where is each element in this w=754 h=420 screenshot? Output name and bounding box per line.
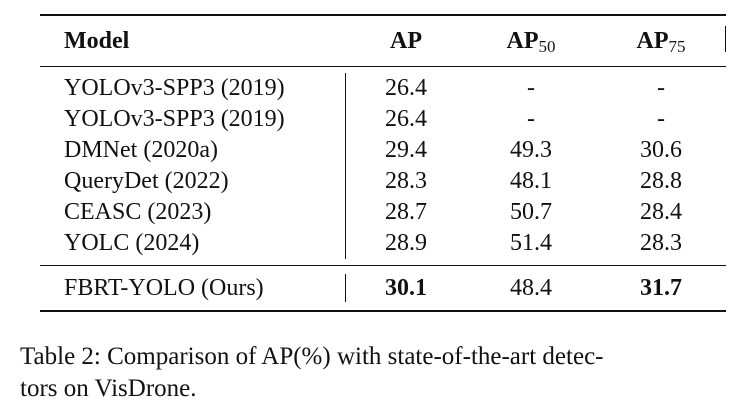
ap75-cell: 28.4 bbox=[640, 198, 682, 225]
results-table-container: Model AP AP50 AP75 YOLOv3-SPP3 (2019) 26… bbox=[40, 14, 726, 312]
ap-cell-ours: 30.1 bbox=[385, 275, 427, 301]
header-ap75: AP75 bbox=[636, 28, 686, 56]
ap-cell: 28.7 bbox=[385, 198, 427, 225]
ap50-cell-ours: 48.4 bbox=[510, 275, 552, 301]
ap-cell: 28.9 bbox=[385, 230, 427, 256]
table-row: YOLOv3-SPP3 (2019) 26.4 - - bbox=[40, 103, 726, 134]
ap75-cell: 28.8 bbox=[640, 167, 682, 194]
table-row: YOLOv3-SPP3 (2019) 26.4 - - bbox=[40, 67, 726, 103]
baseline-rows: YOLOv3-SPP3 (2019) 26.4 - - YOLOv3-SPP3 … bbox=[40, 67, 726, 266]
ours-row-group: FBRT-YOLO (Ours) 30.1 48.4 31.7 bbox=[40, 265, 726, 312]
ap50-cell: 49.3 bbox=[510, 136, 552, 163]
ap-cell: 29.4 bbox=[385, 136, 427, 163]
header-ap50: AP50 bbox=[506, 28, 556, 56]
ap-cell: 26.4 bbox=[385, 105, 427, 132]
table-header: Model AP AP50 AP75 bbox=[40, 15, 726, 67]
ap50-cell: - bbox=[527, 105, 535, 132]
table-row: QueryDet (2022) 28.3 48.1 28.8 bbox=[40, 165, 726, 196]
caption-line-1: Table 2: Comparison of AP(%) with state-… bbox=[20, 343, 604, 370]
model-cell: CEASC (2023) bbox=[40, 196, 346, 227]
ap50-cell: 48.1 bbox=[510, 167, 552, 194]
ap50-cell: 51.4 bbox=[510, 230, 552, 256]
table-row: YOLC (2024) 28.9 51.4 28.3 bbox=[40, 227, 726, 266]
table-caption: Table 2: Comparison of AP(%) with state-… bbox=[20, 341, 736, 405]
model-cell-ours: FBRT-YOLO (Ours) bbox=[40, 266, 346, 312]
ap-cell: 28.3 bbox=[385, 167, 427, 194]
ap50-cell: 50.7 bbox=[510, 198, 552, 225]
ap75-cell-ours: 31.7 bbox=[640, 275, 682, 301]
caption-line-2: tors on VisDrone. bbox=[20, 375, 197, 402]
header-model: Model bbox=[40, 15, 726, 67]
ap75-cell: 28.3 bbox=[640, 230, 682, 256]
results-table: Model AP AP50 AP75 YOLOv3-SPP3 (2019) 26… bbox=[40, 14, 726, 312]
model-cell: DMNet (2020a) bbox=[40, 134, 346, 165]
table-row-ours: FBRT-YOLO (Ours) 30.1 48.4 31.7 bbox=[40, 265, 726, 312]
model-cell: YOLOv3-SPP3 (2019) bbox=[40, 103, 346, 134]
ap50-cell: - bbox=[527, 74, 535, 101]
header-ap: AP bbox=[390, 28, 422, 54]
table-row: DMNet (2020a) 29.4 49.3 30.6 bbox=[40, 134, 726, 165]
model-cell: YOLC (2024) bbox=[40, 227, 346, 266]
header-row: Model AP AP50 AP75 bbox=[40, 15, 726, 67]
ap75-cell: 30.6 bbox=[640, 136, 682, 163]
ap75-cell: - bbox=[657, 105, 665, 132]
model-cell: QueryDet (2022) bbox=[40, 165, 346, 196]
model-cell: YOLOv3-SPP3 (2019) bbox=[40, 67, 346, 103]
table-row: CEASC (2023) 28.7 50.7 28.4 bbox=[40, 196, 726, 227]
ap-cell: 26.4 bbox=[385, 74, 427, 101]
ap75-cell: - bbox=[657, 74, 665, 101]
